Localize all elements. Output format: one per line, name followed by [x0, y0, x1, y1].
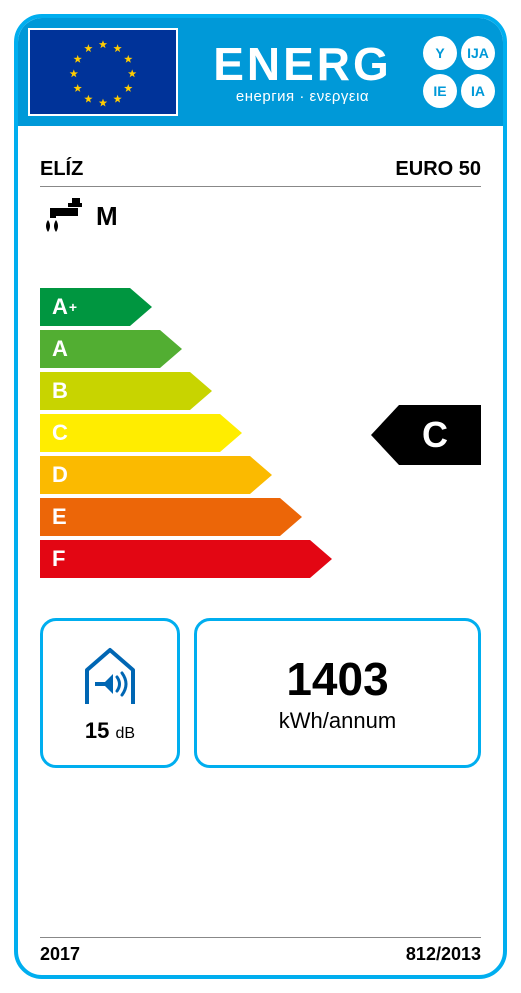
noise-box: 15 dB: [40, 618, 180, 768]
scale-row: A+: [40, 288, 360, 326]
tap-icon: [40, 198, 82, 234]
lang-code: IE: [423, 74, 457, 108]
scale-label: E: [52, 498, 67, 536]
banner-text: ENERG енергия · ενεργεια: [188, 41, 417, 104]
consumption-value: 1403: [286, 652, 388, 706]
noise-value: 15: [85, 718, 109, 743]
consumption-box: 1403 kWh/annum: [194, 618, 481, 768]
banner-title: ENERG: [188, 41, 417, 87]
efficiency-scale: A+ ABCDEF: [40, 288, 360, 582]
lang-code: Y: [423, 36, 457, 70]
scale-label: D: [52, 456, 68, 494]
footer-year: 2017: [40, 944, 80, 965]
divider: [40, 186, 481, 187]
scale-label: F: [52, 540, 65, 578]
lang-circles: Y IJA IE IA: [423, 36, 495, 108]
scale-row: E: [40, 498, 360, 536]
banner: ENERG енергия · ενεργεια Y IJA IE IA: [18, 18, 503, 126]
banner-subtitle: енергия · ενεργεια: [188, 89, 417, 104]
eu-flag: [28, 28, 178, 116]
rating-pointer: C: [371, 405, 481, 465]
load-profile: M: [96, 201, 118, 232]
noise-value-row: 15 dB: [85, 718, 135, 744]
energy-label: ENERG енергия · ενεργεια Y IJA IE IA ELÍ…: [14, 14, 507, 979]
scale-row: B: [40, 372, 360, 410]
banner-right: ENERG енергия · ενεργεια Y IJA IE IA: [184, 18, 503, 126]
scale-label: A+: [52, 288, 77, 326]
tap-row: M: [40, 198, 118, 234]
scale-label: A: [52, 330, 68, 368]
supplier-name: ELÍZ: [40, 158, 83, 181]
scale-row: C: [40, 414, 360, 452]
scale-row: F: [40, 540, 360, 578]
footer-regulation: 812/2013: [406, 944, 481, 965]
scale-label: B: [52, 372, 68, 410]
scale-row: D: [40, 456, 360, 494]
scale-row: A: [40, 330, 360, 368]
rating-letter: C: [371, 405, 481, 465]
noise-unit: dB: [116, 725, 136, 742]
footer: 2017 812/2013: [40, 937, 481, 965]
consumption-unit: kWh/annum: [279, 708, 396, 734]
product-row: ELÍZ EURO 50: [40, 158, 481, 181]
scale-label: C: [52, 414, 68, 452]
noise-icon: [75, 642, 145, 712]
model-name: EURO 50: [395, 158, 481, 181]
lang-code: IJA: [461, 36, 495, 70]
lang-code: IA: [461, 74, 495, 108]
